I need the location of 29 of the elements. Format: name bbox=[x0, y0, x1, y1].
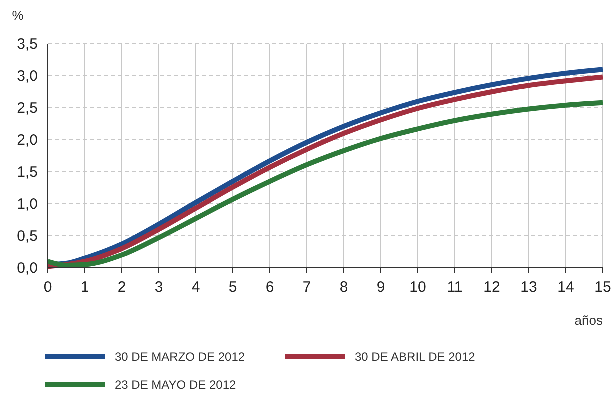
x-tick-label: 0 bbox=[44, 279, 52, 296]
x-tick-label: 7 bbox=[302, 279, 312, 296]
x-tick-label: 14 bbox=[558, 279, 574, 296]
x-tick-label: 9 bbox=[376, 279, 386, 296]
y-tick-label: 2,0 bbox=[17, 132, 38, 149]
x-tick-label: 6 bbox=[266, 279, 274, 296]
y-tick-label: 0,0 bbox=[17, 260, 38, 277]
y-tick-label: 1,0 bbox=[17, 196, 38, 213]
y-tick-label: 3,5 bbox=[17, 36, 38, 53]
y-tick-label: 0,5 bbox=[17, 228, 38, 245]
legend-label: 30 DE ABRIL DE 2012 bbox=[355, 350, 476, 364]
x-tick-label: 10 bbox=[410, 279, 426, 296]
legend-label: 30 DE MARZO DE 2012 bbox=[115, 350, 246, 364]
x-tick-label: 12 bbox=[484, 279, 500, 296]
x-tick-label: 5 bbox=[228, 279, 238, 296]
x-tick-label: 2 bbox=[118, 279, 126, 296]
y-tick-label: 3,0 bbox=[17, 68, 38, 85]
x-tick-label: 15 bbox=[594, 279, 612, 296]
x-tick-label: 13 bbox=[520, 279, 538, 296]
x-tick-label: 4 bbox=[192, 279, 200, 296]
y-axis-title: % bbox=[12, 8, 24, 23]
x-axis-title: años bbox=[574, 313, 604, 328]
y-tick-label: 1,5 bbox=[17, 164, 38, 181]
x-tick-label: 8 bbox=[340, 279, 348, 296]
x-tick-label: 3 bbox=[154, 279, 164, 296]
x-tick-label: 1 bbox=[80, 279, 90, 296]
x-tick-label: 11 bbox=[447, 279, 463, 296]
y-tick-label: 2,5 bbox=[17, 100, 38, 117]
legend-label: 23 DE MAYO DE 2012 bbox=[115, 378, 236, 392]
